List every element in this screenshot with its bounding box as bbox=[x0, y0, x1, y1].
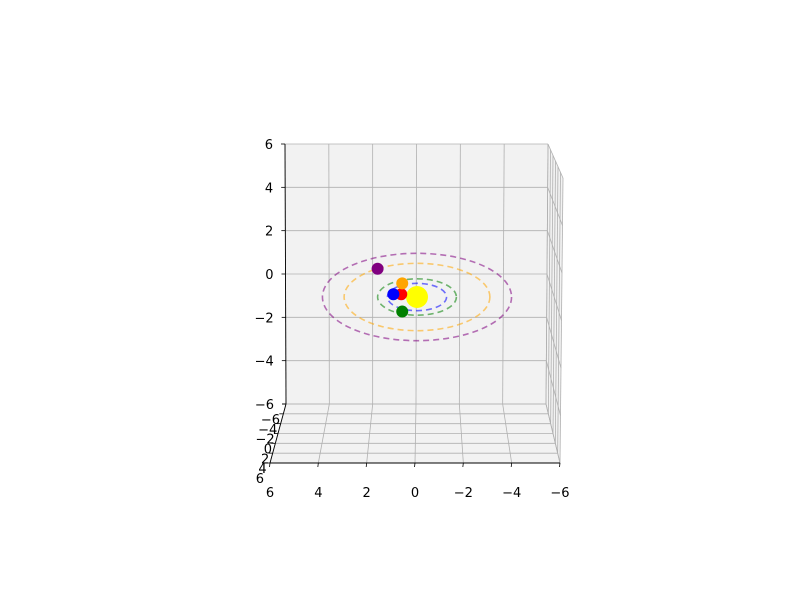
x-tick-mark bbox=[365, 462, 368, 468]
x-tick-label: 0 bbox=[411, 486, 419, 501]
x-tick-mark bbox=[317, 462, 319, 468]
x-tick-mark bbox=[269, 462, 271, 468]
x-tick-mark bbox=[462, 462, 464, 468]
grid-line bbox=[328, 143, 330, 405]
orbit-path bbox=[321, 252, 513, 342]
x-tick-label: −6 bbox=[550, 486, 569, 501]
y-tick-label: 4 bbox=[258, 462, 266, 477]
z-axis-ticks: 6 4 2 0 −2 −4 −6 bbox=[254, 138, 286, 413]
z-tick-label: −2 bbox=[254, 311, 273, 326]
planet-marker bbox=[396, 277, 409, 290]
orbit-path bbox=[386, 282, 448, 312]
y-tick-label: 6 bbox=[256, 472, 264, 487]
z-tick-label: 0 bbox=[265, 268, 273, 283]
planet-markers bbox=[371, 262, 428, 318]
x-tick-label: 4 bbox=[314, 486, 322, 501]
x-tick-mark bbox=[510, 462, 513, 468]
grid-line bbox=[559, 177, 564, 464]
grid-line bbox=[547, 143, 564, 179]
x-tick-label: −2 bbox=[454, 486, 473, 501]
planet-marker bbox=[387, 288, 400, 301]
z-tick-label: 4 bbox=[265, 181, 273, 196]
orbit-path bbox=[343, 262, 491, 332]
x-tick-label: 6 bbox=[266, 486, 274, 501]
y-tick-label: −6 bbox=[261, 413, 280, 428]
orbit-path bbox=[376, 277, 458, 316]
orbit-paths bbox=[321, 252, 513, 342]
z-tick-label: −6 bbox=[255, 398, 274, 413]
x-tick-label: 2 bbox=[363, 486, 371, 501]
y-tick-label: 0 bbox=[264, 443, 272, 458]
x-tick-mark bbox=[414, 462, 416, 468]
sun-marker bbox=[406, 286, 428, 308]
y-tick-label: −4 bbox=[258, 423, 277, 438]
y-tick-label: 2 bbox=[261, 452, 269, 467]
y-tick-label: −2 bbox=[255, 433, 274, 448]
planet-marker bbox=[371, 262, 384, 275]
x-tick-mark bbox=[559, 462, 561, 468]
z-tick-label: 2 bbox=[265, 225, 273, 240]
x-tick-label: −4 bbox=[502, 486, 521, 501]
planet-marker bbox=[396, 305, 409, 318]
x-axis-ticks: 6 4 2 0 −2 −4 −6 bbox=[266, 462, 570, 501]
grid-line bbox=[547, 187, 563, 226]
z-tick-label: 6 bbox=[265, 138, 273, 153]
z-tick-label: −4 bbox=[255, 355, 274, 370]
